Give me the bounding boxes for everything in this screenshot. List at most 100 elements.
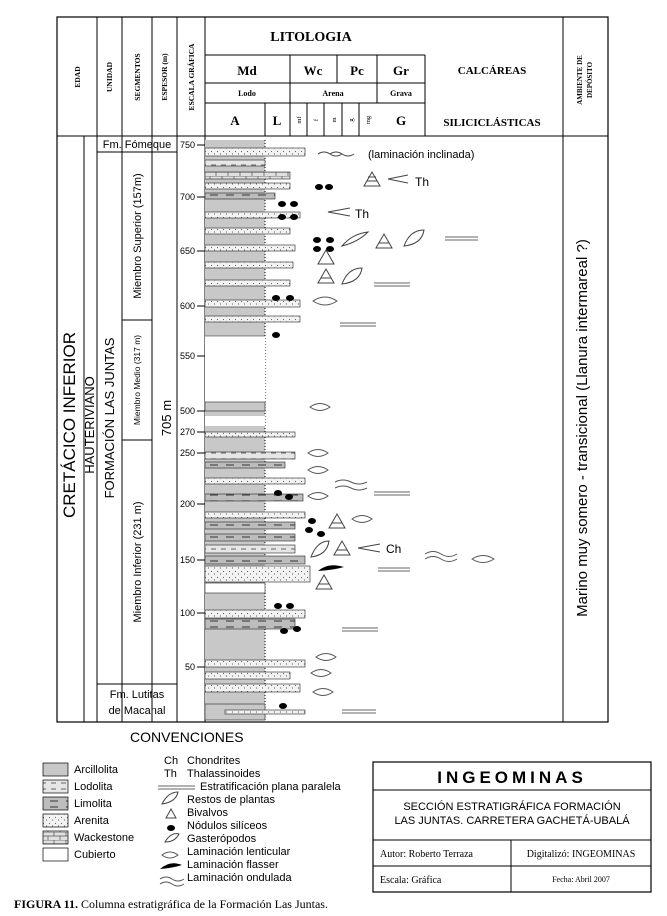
title-block-frame [372,761,652,893]
bed-arenita [204,279,291,287]
bed-arenita [204,511,306,519]
bed-lodolita [204,159,266,167]
nodulo-icon [167,825,175,831]
legend-lithology-label: Wackestone [74,832,134,844]
nodulo-icon [317,531,325,537]
bed-limolita [204,461,286,469]
label-grava: Grava [390,89,412,98]
header-espesor: ESPESOR (m) [160,53,169,101]
estratificacion-icon [342,627,378,632]
laminacion-ondulada-icon [334,479,368,491]
laminacion-lenticular-icon [471,555,495,563]
nodulo-icon [274,603,282,609]
fm-fomeque: Fm. Fómeque [103,139,171,151]
scale-tick-label: 600 [180,301,195,311]
label-lodo: Lodo [238,89,256,98]
legend-lithology-label: Lodolita [74,781,113,793]
bed-arenita [204,609,306,619]
fm-lutitas-1: Fm. Lutitas [110,689,165,701]
segment-inferior-box [121,439,153,685]
laminacion-lenticular-icon [351,515,373,523]
bed-limolita [204,192,276,200]
nodulo-icon [280,628,288,634]
legend-lithology-label: Cubierto [74,849,116,861]
autor: Autor: Roberto Terraza [380,849,474,860]
restos-plantas-icon [161,791,179,805]
legend-lithology-label: Arcillolita [74,764,119,776]
ambiente-label: Marino muy somero - transicional (Llanur… [574,239,591,617]
header-segmentos: SEGMENTOS [133,53,142,100]
scale-tick-label: 50 [185,662,195,672]
code-g: G [396,113,406,128]
legend-symbol-label: Laminación ondulada [187,872,292,884]
lithology-legend: Arcillolita Lodolita Limolita Arenita Wa… [42,762,134,862]
nodulo-icon [326,237,334,243]
edad-label: CRETÁCICO INFERIOR [60,332,79,518]
bed-arenita [204,299,301,308]
section-title-2: LAS JUNTAS. CARRETERA GACHETÁ-UBALÁ [394,814,630,827]
grain-m: m [331,117,338,122]
bed-cubierto [205,416,265,426]
bed-arenita [204,211,301,219]
grain-mf: mf [296,116,303,124]
header-calcareas: CALCÁREAS [458,65,526,77]
header-edad: EDAD [73,66,82,88]
annotation-ch: Ch [386,542,401,556]
bed-arenita [204,659,306,668]
digitalizo: Digitalizó: INGEOMINAS [527,849,636,860]
scale-tick-label: 200 [180,499,195,509]
legend-swatch-lodolita [42,779,69,794]
thalassinoides-icon [387,174,409,184]
nodulo-icon [326,246,334,252]
laminacion-lenticular-icon [312,688,334,696]
estratificacion-icon [158,785,195,790]
nodulo-icon [305,527,313,533]
bed-arenita [204,147,306,157]
laminacion-lenticular-icon [307,492,329,500]
legend-symbol-label: Restos de plantas [187,794,276,806]
bed-arenita [204,431,296,438]
bed-arenita [204,477,306,485]
nodulo-icon [325,184,333,190]
legend-swatch-arenita [42,813,69,828]
bed-limolita [204,618,296,630]
legend-symbol-label: Estratificación plana paralela [200,781,342,793]
legend-symbol-label: Bivalvos [187,807,228,819]
laminacion-inclinada-icon [317,151,355,157]
nodulo-icon [278,201,286,207]
gasteropodo-icon [317,267,335,284]
estratificacion-icon [374,282,410,287]
nodulo-icon [290,214,298,220]
laminacion-lenticular-icon [312,296,338,306]
hauteriviano-label: HAUTERIVIANO [82,376,97,474]
restos-plantas-icon [310,540,330,558]
gasteropodo-icon [375,232,393,249]
laminacion-ondulada-icon [424,551,458,562]
legend-title: CONVENCIONES [130,729,244,745]
gasteropodo-icon [328,512,346,529]
nodulo-icon [272,332,280,338]
laminacion-lenticular-icon [161,851,179,859]
nodulo-icon [313,246,321,252]
graphic-scale: 750 700 650 600 550 500 270 250 200 150 … [180,140,205,672]
gasteropodo-icon [164,833,180,843]
nodulo-icon [279,703,287,709]
code-gr: Gr [393,63,409,78]
estratificacion-icon [445,236,478,241]
header-siliciclasticas: SILICICLÁSTICAS [443,117,540,129]
bivalvo-icon [165,807,177,819]
laminacion-lenticular-icon [315,653,337,661]
laminacion-flasser-icon [318,565,344,571]
scale-tick-label: 550 [180,351,195,361]
scale-tick-label: 500 [180,406,195,416]
grain-f: f [313,118,320,121]
nodulo-icon [286,603,294,609]
nodulo-icon [285,494,293,500]
laminacion-lenticular-icon [310,669,332,677]
legend-swatch-cubierto [42,847,69,862]
chondrites-icon [357,543,381,553]
nodulo-icon [308,518,316,524]
symbol-legend: Ch Th Chondrites Thalassinoides Estratif… [158,755,342,887]
code-l: L [273,113,282,128]
restos-plantas-icon [341,267,363,285]
